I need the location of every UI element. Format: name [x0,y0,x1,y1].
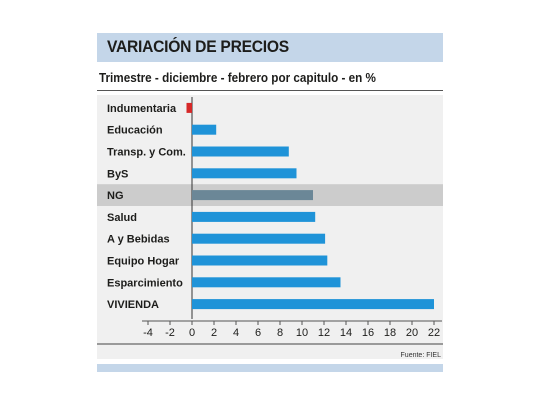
x-tick-label: 14 [340,327,352,339]
bar [192,146,289,157]
bar [192,255,328,266]
chart-subtitle: Trimestre - diciembre - febrero por capi… [99,70,376,85]
bar [192,233,326,244]
bottom-band [97,364,443,372]
x-tick-label: 2 [211,327,217,339]
category-label: Esparcimiento [107,277,183,289]
bar [192,168,297,179]
x-tick-label: 4 [233,327,239,339]
x-tick-label: 6 [255,327,261,339]
x-tick-label: 16 [362,327,374,339]
category-label: Equipo Hogar [107,256,180,268]
x-tick-label: 12 [318,327,330,339]
x-tick-label: 10 [296,327,308,339]
x-tick-label: 20 [406,327,418,339]
category-label: VIVIENDA [107,299,159,311]
bar [186,102,192,113]
category-label: Transp. y Com. [107,147,186,159]
category-label: Indumentaria [107,103,177,115]
x-tick-label: -4 [143,327,153,339]
x-tick-label: -2 [165,327,175,339]
bar [192,190,313,201]
category-label: A y Bebidas [107,234,170,246]
title-band: VARIACIÓN DE PRECIOS [97,33,443,62]
bar [192,124,217,135]
bar [192,277,341,288]
plot-area [97,95,443,359]
x-tick-label: 8 [277,327,283,339]
bar [192,299,434,310]
bar-chart: Indumentaria Educación Transp. y Com. ByS NG… [97,97,443,345]
category-label: Salud [107,212,137,224]
subtitle-rule [97,90,443,91]
category-label: NG [107,190,124,202]
chart-card: VARIACIÓN DE PRECIOS Trimestre - diciemb… [97,33,443,372]
bar [192,211,316,222]
source-note: Fuente: FIEL [400,352,441,359]
category-label: Educación [107,125,163,137]
x-tick-label: 18 [384,327,396,339]
chart-title: VARIACIÓN DE PRECIOS [107,37,289,56]
x-tick-label: 0 [189,327,195,339]
category-label: ByS [107,168,128,180]
x-tick-label: 22 [428,327,440,339]
